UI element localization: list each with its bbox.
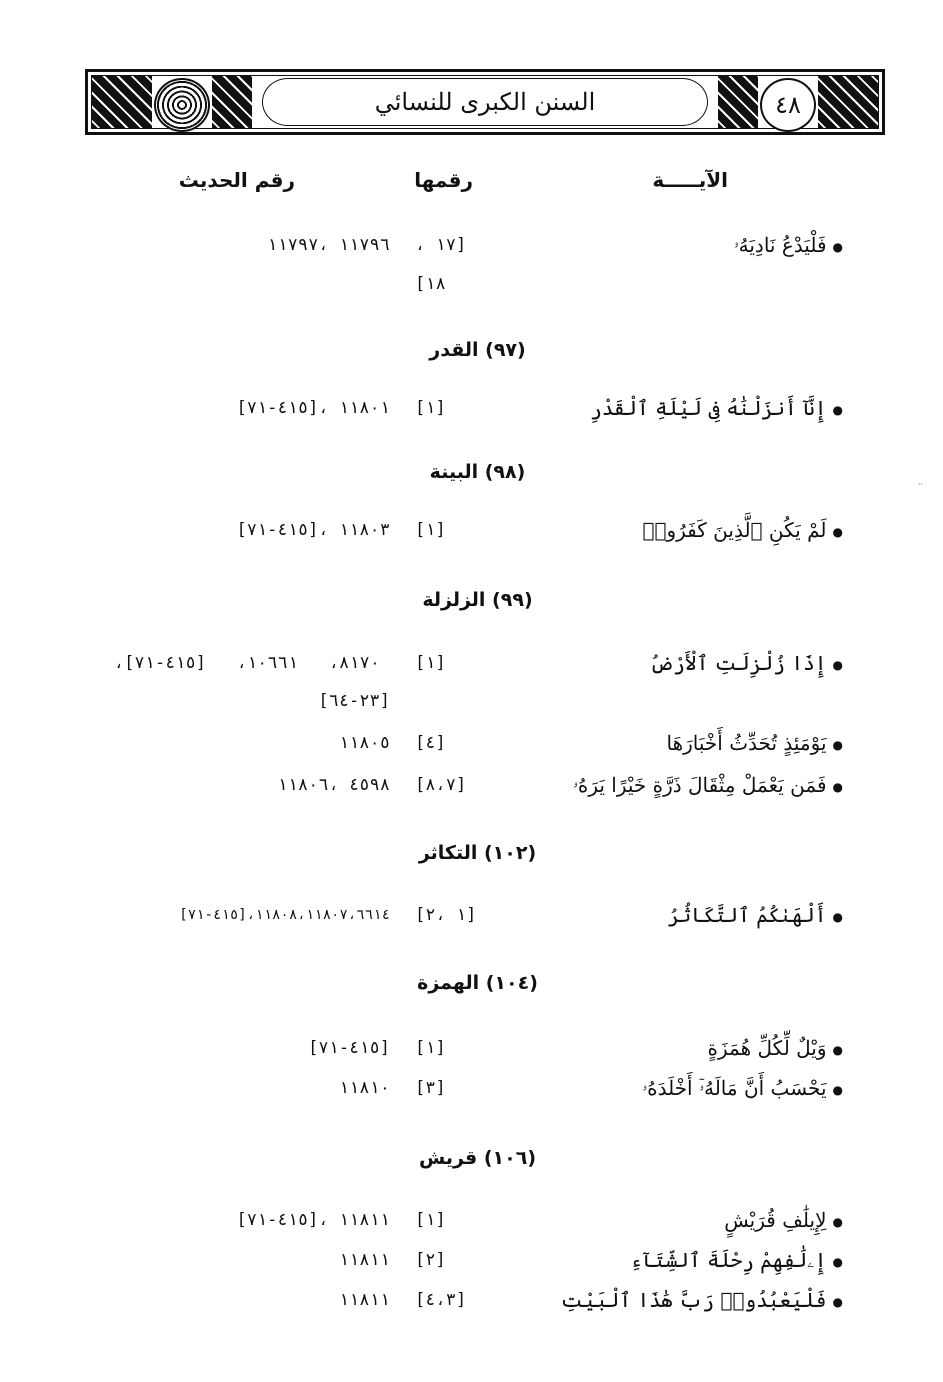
ornament-panel <box>818 76 878 128</box>
verse-text: لَمْ يَكُنِ ٱلَّذِينَ كَفَرُوا۟ <box>642 518 843 542</box>
verse-text: فَلْيَعْبُدُوا۟ رَبَّ هَٰذَا ٱلْبَيْتِ <box>561 1288 843 1312</box>
verse-number: [٣] <box>415 1078 446 1098</box>
hadith-numbers: ١١٨١١ <box>338 1290 390 1310</box>
verse-number: [٨،٧] <box>415 775 467 795</box>
verse-number: [١] <box>415 1038 446 1058</box>
surah-heading: (٩٧) القدر <box>429 339 526 361</box>
hadith-numbers: ١١٨٠٥ <box>338 733 390 753</box>
verse-text: إِذَا زُلْزِلَتِ ٱلْأَرْضُ <box>650 651 843 675</box>
book-logo-medallion <box>154 78 210 132</box>
header-frame: ٤٨ السنن الكبرى للنسائي <box>91 75 879 132</box>
page-number-medallion: ٤٨ <box>760 78 816 132</box>
ornament-panel <box>718 76 758 128</box>
verse-number: [٤] <box>415 733 446 753</box>
surah-heading: (١٠٦) قريش <box>418 1147 537 1169</box>
verse-number: [١] <box>415 653 446 673</box>
verse-text: فَمَن يَعْمَلْ مِثْقَالَ ذَرَّةٍ خَيْرًا… <box>573 773 843 797</box>
verse-number: [٤،٣] <box>415 1290 467 1310</box>
surah-heading: (٩٨) البينة <box>429 461 526 483</box>
hadith-numbers-cont: [٦٤-٢٣] <box>318 691 390 711</box>
verse-text: إِۦلَٰفِهِمْ رِحْلَةَ ٱلشِّتَآءِ <box>630 1248 843 1272</box>
verse-text: وَيْلٌ لِّكُلِّ هُمَزَةٍ <box>708 1036 843 1060</box>
verse-text: أَلْهَىٰكُمُ ٱلتَّكَاثُرُ <box>668 903 843 927</box>
hadith-numbers: ،[٧١-٤١٥] ،١٠٦٦١ ،٨١٧٠ <box>113 653 380 673</box>
surah-heading: (١٠٤) الهمزة <box>417 972 538 994</box>
hadith-numbers: ١١٨١٠ <box>338 1078 390 1098</box>
verse-text: فَلْيَدْعُ نَادِيَهُۥ <box>734 233 843 257</box>
page-header: ٤٨ السنن الكبرى للنسائي <box>85 69 885 135</box>
hadith-numbers: [٧١-٤١٥] <box>308 1038 390 1058</box>
surah-heading: (١٠٢) التكاثر <box>418 842 537 864</box>
column-header-verse: الآيـــــة <box>652 168 728 192</box>
verse-text: إِنَّآ أَنزَلْنَٰهُ فِى لَيْلَةِ ٱلْقَدْ… <box>590 396 843 420</box>
hadith-numbers: ١١٧٩٧، ١١٧٩٦ <box>267 235 390 255</box>
verse-number: [١] <box>415 398 446 418</box>
ornament-panel <box>212 76 252 128</box>
book-title: السنن الكبرى للنسائي <box>374 88 596 116</box>
column-header-hadith-number: رقم الحديث <box>178 168 295 192</box>
column-header-verse-number: رقمها <box>414 168 473 192</box>
title-cartouche: السنن الكبرى للنسائي <box>262 78 708 126</box>
surah-heading: (٩٩) الزلزلة <box>422 589 533 611</box>
verse-text: يَحْسَبُ أَنَّ مَالَهُۥٓ أَخْلَدَهُۥ <box>642 1076 843 1100</box>
hadith-numbers: [٧١-٤١٥]، ١١٨٠١ <box>236 398 390 418</box>
verse-number: [١] <box>415 1210 446 1230</box>
verse-number-cont: [١٨ <box>415 274 446 294</box>
verse-number: [٢] <box>415 1250 446 1270</box>
ornament-panel <box>92 76 152 128</box>
verse-number: ، ١٧] <box>415 235 467 255</box>
page-number: ٤٨ <box>775 91 801 119</box>
scan-speck: ·· <box>918 480 924 489</box>
hadith-numbers: ١١٨٠٦، ٤٥٩٨ <box>277 775 390 795</box>
hadith-numbers: [٧١-٤١٥]، ١١٨٠٣ <box>236 520 390 540</box>
hadith-numbers: ١١٨١١ <box>338 1250 390 1270</box>
verse-text: لِإِيلَٰفِ قُرَيْشٍ <box>724 1208 843 1232</box>
hadith-numbers: [٧١-٤١٥]، ١١٨١١ <box>236 1210 390 1230</box>
verse-text: يَوْمَئِذٍ تُحَدِّثُ أَخْبَارَهَا <box>667 731 844 755</box>
hadith-numbers: [٧١-٤١٥]،١١٨٠٨،١١٨٠٧،٦٦١٤ <box>179 907 390 923</box>
verse-number: [٢، ١] <box>415 905 477 925</box>
verse-number: [١] <box>415 520 446 540</box>
